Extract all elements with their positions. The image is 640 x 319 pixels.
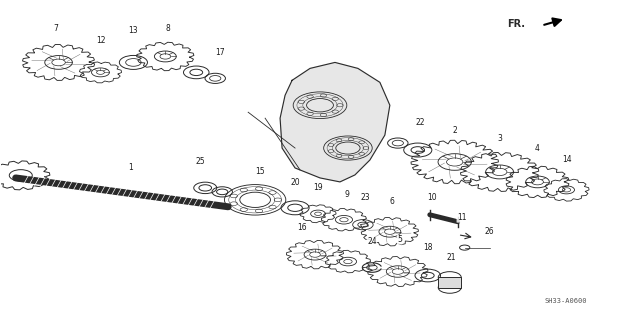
Text: FR.: FR. [508, 19, 525, 29]
Text: SH33-A0600: SH33-A0600 [545, 298, 587, 304]
Text: 6: 6 [389, 197, 394, 206]
Text: 19: 19 [313, 183, 323, 192]
Text: 15: 15 [255, 167, 265, 176]
Text: 11: 11 [457, 213, 467, 222]
Text: 2: 2 [452, 126, 457, 135]
Text: 16: 16 [297, 223, 307, 232]
Text: 26: 26 [485, 227, 495, 236]
Text: 12: 12 [96, 36, 105, 45]
Text: 1: 1 [128, 163, 132, 173]
Text: 9: 9 [344, 190, 349, 199]
Text: 7: 7 [53, 24, 58, 33]
Text: 8: 8 [166, 24, 171, 33]
Text: 22: 22 [415, 118, 424, 127]
Text: 23: 23 [360, 193, 370, 202]
Text: 10: 10 [427, 193, 436, 202]
Text: 20: 20 [291, 178, 300, 187]
Text: 18: 18 [423, 243, 433, 252]
Text: 14: 14 [563, 155, 572, 165]
Bar [438, 278, 461, 287]
Text: 21: 21 [447, 253, 456, 262]
Text: 5: 5 [397, 235, 403, 244]
Text: 25: 25 [195, 158, 205, 167]
Text: 4: 4 [535, 144, 540, 152]
Polygon shape [280, 63, 390, 182]
Text: 17: 17 [216, 48, 225, 57]
Text: 13: 13 [129, 26, 138, 35]
Text: 3: 3 [497, 134, 502, 143]
Text: 24: 24 [367, 237, 377, 246]
